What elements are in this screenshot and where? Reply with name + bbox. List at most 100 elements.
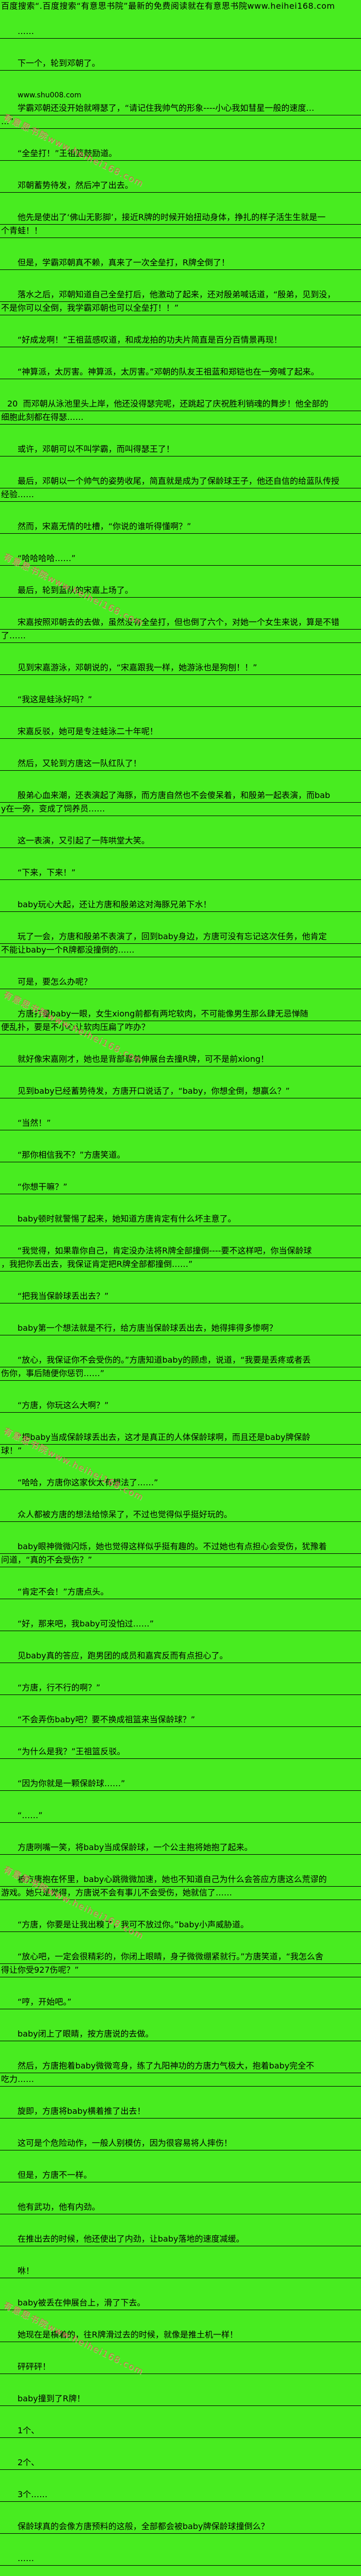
paragraph: 3个…… — [0, 2488, 361, 2502]
paragraph: 咻！ — [0, 2265, 361, 2278]
novel-line: “肯定不会！”方唐点头。 — [0, 1586, 361, 1599]
paragraph: “好成龙啊！”王祖蓝感叹道，和成龙拍的功夫片简直是百分百情景再现！ — [0, 334, 361, 347]
novel-line: “神算派，太厉害。神算派，太厉害。”邓朝的队友王祖蓝和郑铠也在一旁喊了起来。 — [0, 366, 361, 379]
novel-line: 2个、 — [0, 2456, 361, 2470]
novel-line: “……” — [0, 1809, 361, 1823]
novel-line: “哼，开始吧。” — [0, 1996, 361, 2009]
paragraph: “为什么是我？”王祖篮反驳。 — [0, 1745, 361, 1759]
paragraph: 见到baby已经蓄势待发，方唐开口说话了，“baby，你想全倒，想赢么？” — [0, 1085, 361, 1098]
novel-line: 便乱扑，要是不小心让软肉压扁了咋办？ — [0, 1021, 361, 1035]
paragraph: 他有武功，他有内劲。 — [0, 2201, 361, 2214]
novel-line: 然而，宋嘉无情的吐槽，“你说的谁听得懂啊？” — [0, 520, 361, 534]
paragraph: baby顿时就警惕了起来，她知道方唐肯定有什么坏主意了。 — [0, 1213, 361, 1226]
novel-line: 吃力…… — [0, 2073, 361, 2087]
paragraph: “哈哈哈哈……” — [0, 552, 361, 566]
novel-line: 下一个，轮到邓朝了。 — [0, 57, 361, 71]
novel-line: 最后，邓朝以一个帅气的姿势收尾，简直就是成为了保龄球王子，他还自信的给蓝队传授 — [0, 475, 361, 488]
novel-line: baby撞到了R牌！ — [0, 2393, 361, 2406]
novel-line: 殷弟心血来潮，还表演起了海豚，而方唐自然也不会傻呆着，和殷弟一起表演，而bab — [0, 789, 361, 803]
novel-line: 见到宋嘉游泳，邓朝说的，“宋嘉跟我一样，她游泳也是狗刨！！” — [0, 662, 361, 675]
paragraph: 但是，学霸邓朝真不赖，真来了一次全垒打，R牌全倒了！ — [0, 257, 361, 270]
paragraph: “你想干嘛？” — [0, 1181, 361, 1194]
novel-line: …… — [0, 25, 361, 39]
novel-line: 众人都被方唐的想法给惊呆了，不过也觉得似乎挺好玩的。 — [0, 1509, 361, 1522]
paragraph: 这一表演，又引起了一阵哄堂大笑。 — [0, 835, 361, 848]
paragraph: “不会弄伤baby吧？要不换成祖篮来当保龄球？” — [0, 1714, 361, 1727]
paragraph: 下一个，轮到邓朝了。 — [0, 57, 361, 71]
novel-line: “方唐，你玩这么大啊？” — [0, 1399, 361, 1413]
paragraph: 她现在是横着的，往R牌滑过去的时候，就像是推土机一样！ — [0, 2329, 361, 2342]
novel-line: “放心吧，一定会很精彩的，你闭上眼睛，身子微微绷紧就行。”方唐笑道，“我怎么舍 — [0, 1951, 361, 1964]
paragraph: 就好像宋嘉刚才，她也是背部靠着伸展台去撞R牌，可不是前xiong！ — [0, 1053, 361, 1066]
paragraph: 20 而邓朝从泳池里头上岸，他还没得瑟完呢，还跳起了庆祝胜利销魂的舞步！他全部的… — [0, 398, 361, 425]
paragraph: baby眼神微微闪烁，她也觉得这样似乎挺有趣的。不过她也有点担心会受伤，犹豫着问… — [0, 1540, 361, 1567]
paragraph: 旋即，方唐将baby横着推了出去！ — [0, 2105, 361, 2119]
paragraph: 或许，邓朝可以不叫学霸，而叫得瑟王了！ — [0, 443, 361, 456]
paragraph: “肯定不会！”方唐点头。 — [0, 1586, 361, 1599]
novel-line: “把我当保龄球丢出去？” — [0, 1290, 361, 1303]
paragraph: 1个、 — [0, 2425, 361, 2438]
paragraph: 被方唐抱在怀里，baby心跳微微加速，她也不知道自己为什么会答应方唐这么荒谬的游… — [0, 1873, 361, 1900]
novel-line: “哈哈哈哈……” — [0, 552, 361, 566]
novel-line: 咻！ — [0, 2265, 361, 2278]
novel-line: 她现在是横着的，往R牌滑过去的时候，就像是推土机一样！ — [0, 2329, 361, 2342]
novel-line: “为什么是我？”王祖篮反驳。 — [0, 1745, 361, 1759]
paragraph: 2个、 — [0, 2456, 361, 2470]
paragraph: 在推出去的时候，他还使出了内劲，让baby落地的速度减缓。 — [0, 2233, 361, 2246]
paragraph: “因为你就是一颗保龄球……” — [0, 1777, 361, 1791]
novel-line: 他有武功，他有内劲。 — [0, 2201, 361, 2214]
novel-line: “你想干嘛？” — [0, 1181, 361, 1194]
novel-line: “我这是蛙泳好吗？” — [0, 693, 361, 707]
paragraph: “方唐，你要是让我出糗了，我可不放过你。”baby小声威胁道。 — [0, 1919, 361, 1932]
novel-line: 就好像宋嘉刚才，她也是背部靠着伸展台去撞R牌，可不是前xiong！ — [0, 1053, 361, 1066]
paragraph: 玩了一会，方唐和殷弟不表演了，回到baby身边，方唐可没有忘记这次任务，他肯定不… — [0, 930, 361, 957]
paragraph: 邓朝蓄势待发，然后冲了出去。 — [0, 179, 361, 193]
novel-line: 见到baby已经蓄势待发，方唐开口说话了，“baby，你想全倒，想赢么？” — [0, 1085, 361, 1098]
novel-line: “不会弄伤baby吧？要不换成祖篮来当保龄球？” — [0, 1714, 361, 1727]
paragraph: 宋嘉按照邓朝去的去做，虽然没有全垒打，但也倒了六个，对她一个女生来说，算是不错了… — [0, 616, 361, 643]
paragraph: “好，那来吧，我baby可没怕过……” — [0, 1618, 361, 1631]
novel-content: …… 下一个，轮到邓朝了。 www.shu008.com 学霸邓朝还没开始就嘚瑟了，“… — [0, 25, 361, 2576]
paragraph: “下来，下来！” — [0, 867, 361, 880]
novel-line: 但是，方唐不一样。 — [0, 2169, 361, 2182]
paragraph: “那你相信我不？”方唐笑道。 — [0, 1149, 361, 1162]
novel-line: “好成龙啊！”王祖蓝感叹道，和成龙拍的功夫片简直是百分百情景再现！ — [0, 334, 361, 347]
novel-line: 1个、 — [0, 2425, 361, 2438]
novel-line: 不能让baby一个R牌都没撞倒的…… — [0, 944, 361, 957]
novel-line: 不是你可以全倒，我学霸邓朝也可以全垒打！！” — [0, 302, 361, 315]
novel-line: 3个…… — [0, 2488, 361, 2502]
novel-line: “方唐，行不行的啊？” — [0, 1682, 361, 1695]
paragraph: “……” — [0, 1809, 361, 1823]
paragraph: “方唐，行不行的啊？” — [0, 1682, 361, 1695]
paragraph: “神算派，太厉害。神算派，太厉害。”邓朝的队友王祖蓝和郑铠也在一旁喊了起来。 — [0, 366, 361, 379]
paragraph: 砰砰砰！ — [0, 2361, 361, 2374]
paragraph: 但是，方唐不一样。 — [0, 2169, 361, 2182]
novel-line: 但是，学霸邓朝真不赖，真来了一次全垒打，R牌全倒了！ — [0, 257, 361, 270]
paragraph: 然后，又轮到方唐这一队红队了！ — [0, 757, 361, 771]
paragraph: “哼，开始吧。” — [0, 1996, 361, 2009]
novel-line: 方唐咧嘴一笑，将baby当成保龄球，一个公主抱将她抱了起来。 — [0, 1841, 361, 1855]
paragraph: “把baby当成保龄球丢出去，这才是真正的人体保龄球啊，而且还是baby牌保龄球… — [0, 1431, 361, 1458]
paragraph: 这可是个危险动作，一般人别模仿，因为很容易将人摔伤！ — [0, 2137, 361, 2150]
novel-line: 玩了一会，方唐和殷弟不表演了，回到baby身边，方唐可没有忘记这次任务，他肯定 — [0, 930, 361, 944]
novel-line: “当然！” — [0, 1117, 361, 1130]
novel-line: baby第一个想法就是不行，给方唐当保龄球丢出去，她得摔得多惨啊？ — [0, 1322, 361, 1335]
paragraph: 落水之后，邓朝知道自己全垒打后，他激动了起来，还对殷弟喊话道，“殷弟，见到没，不… — [0, 289, 361, 315]
paragraph: 方唐打量baby一眼，女生xiong前都有两坨软肉，不可能像男生那么肆无忌惮随便… — [0, 1008, 361, 1035]
novel-line: baby眼神微微闪烁，她也觉得这样似乎挺有趣的。不过她也有点担心会受伤，犹豫着 — [0, 1540, 361, 1554]
novel-line: “全垒打！”王祖篮鼓励道。 — [0, 147, 361, 161]
novel-line: 这一表演，又引起了一阵哄堂大笑。 — [0, 835, 361, 848]
novel-line: y在一旁，变成了饲养员…… — [0, 803, 361, 816]
novel-line: “方唐，你要是让我出糗了，我可不放过你。”baby小声威胁道。 — [0, 1919, 361, 1932]
novel-line: 这可是个危险动作，一般人别模仿，因为很容易将人摔伤！ — [0, 2137, 361, 2150]
page-header-text: 百度搜索“.百度搜索“有意思书院”最新的免费阅读就在有意思书院www.heihe… — [1, 1, 335, 11]
paragraph: baby被丢在伸展台上，滑了下去。 — [0, 2297, 361, 2310]
novel-line: 最后，轮到蓝队的宋嘉上场了。 — [0, 584, 361, 598]
novel-line: 细胞此刻都在得瑟…… — [0, 411, 361, 425]
novel-line: 然后，方唐抱着baby微微弯身，练了九阳神功的方唐力气极大，抱着baby完全不 — [0, 2060, 361, 2073]
novel-line: “那你相信我不？”方唐笑道。 — [0, 1149, 361, 1162]
paragraph: “我这是蛙泳好吗？” — [0, 693, 361, 707]
paragraph: “放心，我保证你不会受伤的。”方唐知道baby的顾虑，说道，“我要是丢疼或者丢伤… — [0, 1354, 361, 1381]
paragraph: 最后，轮到蓝队的宋嘉上场了。 — [0, 584, 361, 598]
